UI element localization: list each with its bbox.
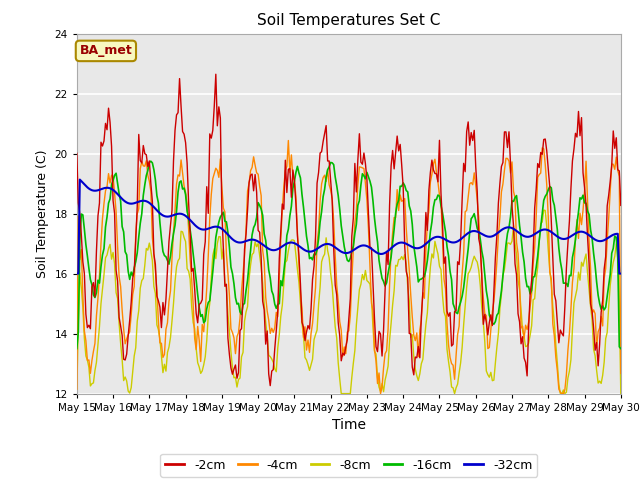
Text: BA_met: BA_met (79, 44, 132, 58)
X-axis label: Time: Time (332, 418, 366, 432)
Title: Soil Temperatures Set C: Soil Temperatures Set C (257, 13, 440, 28)
Y-axis label: Soil Temperature (C): Soil Temperature (C) (36, 149, 49, 278)
Legend: -2cm, -4cm, -8cm, -16cm, -32cm: -2cm, -4cm, -8cm, -16cm, -32cm (160, 454, 538, 477)
